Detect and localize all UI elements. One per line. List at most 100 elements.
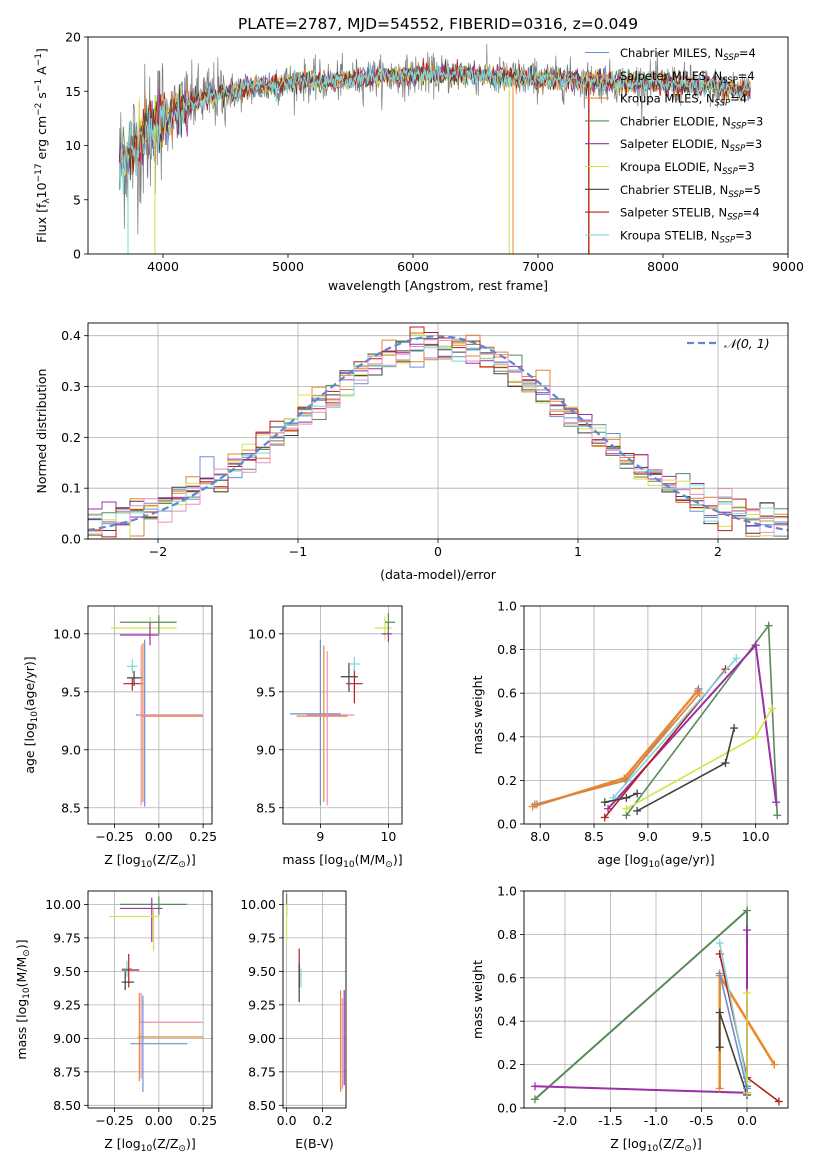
y-tick-label: 9.5 (256, 684, 276, 699)
y-tick-label: 8.75 (248, 1064, 276, 1079)
series-marker (633, 789, 642, 798)
data-point (381, 622, 392, 642)
legend-label: Chabrier ELODIE, NSSP=3 (620, 114, 763, 131)
plot-area (530, 906, 783, 1106)
series-marker (751, 732, 760, 741)
legend-label: Salpeter MILES, NSSP=4 (620, 69, 755, 86)
series-marker (721, 665, 730, 674)
series-marker (600, 798, 609, 807)
series-marker (530, 1082, 539, 1091)
data-point (126, 659, 138, 674)
panel-age-vs-mass: 9 10 8.5 9.0 9.5 10.0 mass [log10(M/M⊙)] (248, 605, 403, 870)
series-marker (622, 793, 631, 802)
y-tick-label: 8.5 (256, 800, 276, 815)
x-tick-label: −0.25 (95, 829, 133, 844)
panel-massweight-vs-z: -2.0 -1.5 -1.0 -0.5 0.0 0.0 0.2 0.4 0.6 0.8 1.0 Z [… (470, 884, 789, 1154)
y-tick-label: 8.50 (53, 1098, 81, 1113)
x-axis-label: age [log10(age/yr)] (597, 852, 714, 870)
series-marker (715, 939, 724, 948)
series-line (636, 727, 735, 812)
x-axis-label: (data-model)/error (380, 567, 497, 582)
series-marker (528, 802, 537, 811)
series-marker (770, 1060, 779, 1069)
x-tick-label: 8000 (647, 259, 679, 274)
y-axis-label: mass weight (470, 675, 485, 754)
axes-frame (282, 605, 403, 825)
series-marker (715, 1043, 724, 1052)
data-point (346, 668, 363, 704)
panel-massweight-vs-age: 8.0 8.5 9.0 9.5 10.0 0.0 0.2 0.4 0.6 0.8 1.0 age [l… (470, 599, 789, 870)
data-point (119, 615, 177, 634)
x-tick-label: -0.5 (689, 1113, 713, 1128)
series-line (718, 973, 748, 1089)
normal-curve (88, 335, 788, 532)
y-tick-label: 9.00 (53, 1031, 81, 1046)
y-tick-label: 0.4 (497, 729, 517, 744)
series-marker (743, 906, 752, 915)
y-tick-label: 0.8 (497, 642, 517, 657)
y-tick-label: 1.0 (497, 884, 517, 899)
data-point (137, 645, 204, 806)
x-tick-label: 10 (380, 829, 396, 844)
x-axis-label: Z [log10(Z/Z⊙)] (104, 852, 195, 870)
y-tick-label: 9.0 (256, 742, 276, 757)
x-tick-label: 9.0 (638, 829, 658, 844)
x-tick-label: 0.25 (189, 829, 217, 844)
x-tick-label: -1.0 (644, 1113, 668, 1128)
series-marker (530, 1095, 539, 1104)
legend-label: Salpeter ELODIE, NSSP=3 (620, 137, 762, 154)
series-marker (764, 621, 773, 630)
series-marker (622, 804, 631, 813)
series-line (534, 908, 748, 1101)
x-tick-label: 7000 (522, 259, 554, 274)
data-point (289, 639, 341, 806)
y-tick-label: 0.6 (497, 686, 517, 701)
series-marker (532, 800, 541, 809)
legend-label: Chabrier MILES, NSSP=4 (620, 46, 756, 63)
histogram-series (88, 338, 788, 535)
x-tick-label: 2 (714, 544, 722, 559)
data-point (119, 897, 163, 942)
y-tick-label: 1.0 (497, 599, 517, 614)
y-tick-label: 20 (65, 30, 81, 45)
y-tick-label: 10.00 (240, 897, 276, 912)
x-tick-label: 0.25 (189, 1113, 217, 1128)
histogram-series (88, 341, 788, 526)
legend-label: Kroupa STELIB, NSSP=3 (620, 228, 752, 245)
series-marker (743, 1084, 752, 1093)
plot-area (528, 621, 782, 822)
x-tick-label: 4000 (147, 259, 179, 274)
x-axis-label: Z [log10(Z/Z⊙)] (610, 1136, 701, 1154)
series-line (612, 657, 737, 799)
y-tick-label: 0.0 (497, 817, 517, 832)
histogram-series (88, 338, 788, 534)
series-marker (715, 1008, 724, 1017)
y-tick-label: 0.1 (61, 481, 81, 496)
x-tick-label: 0.00 (145, 829, 173, 844)
data-point (139, 992, 204, 1079)
y-tick-label: 0.0 (61, 532, 81, 547)
series-marker (715, 969, 724, 978)
y-tick-label: 0.2 (497, 773, 517, 788)
y-tick-label: 9.5 (61, 684, 81, 699)
data-point (296, 645, 348, 802)
series-line (718, 953, 780, 1103)
model-spectrum-line (118, 62, 751, 195)
x-tick-label: 9 (316, 829, 324, 844)
legend-label: 𝒩(0, 1) (724, 336, 770, 351)
x-tick-label: 0 (434, 544, 442, 559)
data-point (121, 960, 133, 977)
data-point (385, 612, 396, 634)
series-marker (695, 689, 704, 698)
y-tick-label: 9.25 (53, 997, 81, 1012)
panel-age-vs-z: −0.25 0.00 0.25 8.5 9.0 9.5 10.0 Z [log10(Z/Z⊙)… (22, 605, 217, 870)
data-point (111, 616, 177, 640)
x-tick-label: 0.0 (737, 1113, 757, 1128)
axes-frame (87, 322, 789, 540)
series-marker (743, 988, 752, 997)
data-point (141, 643, 204, 802)
data-point (340, 662, 358, 692)
axes-frame (282, 890, 347, 1109)
y-tick-label: 9.0 (61, 742, 81, 757)
